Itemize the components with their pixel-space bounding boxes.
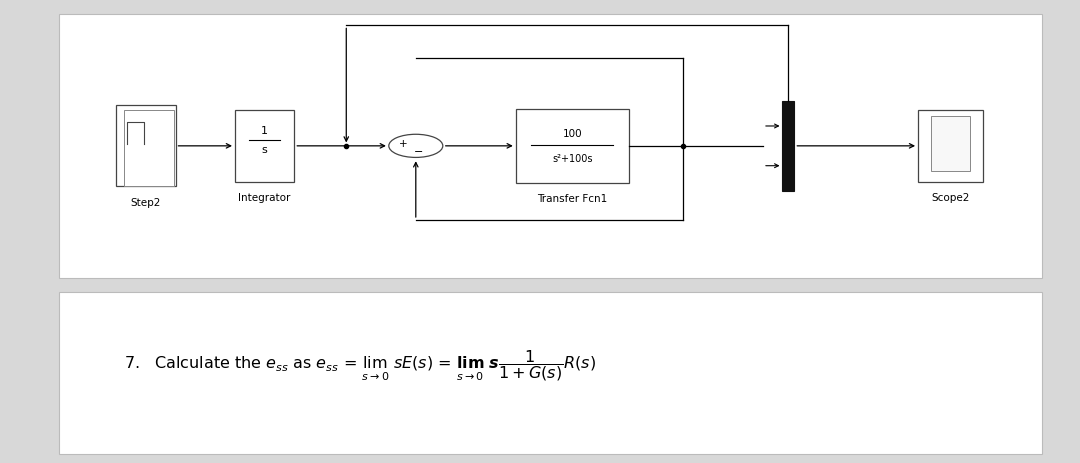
Bar <box>931 116 970 171</box>
Bar <box>782 101 795 191</box>
Circle shape <box>389 134 443 157</box>
Text: 7.   Calculate the $e_{ss}$ as $e_{ss}$ = $\underset{s\to 0}{\lim}$ $sE(s)$ = $\: 7. Calculate the $e_{ss}$ as $e_{ss}$ = … <box>124 348 596 383</box>
Text: 1: 1 <box>261 125 268 136</box>
Text: −: − <box>414 147 423 157</box>
Text: Step2: Step2 <box>131 198 161 208</box>
Text: s²+100s: s²+100s <box>552 154 593 164</box>
Text: +: + <box>400 138 408 149</box>
Bar <box>124 110 175 186</box>
Text: 100: 100 <box>563 129 582 139</box>
Bar <box>918 110 983 181</box>
Bar <box>235 110 294 181</box>
Text: Integrator: Integrator <box>239 194 291 203</box>
Text: s: s <box>261 145 268 155</box>
Bar <box>117 105 175 186</box>
Text: Scope2: Scope2 <box>931 194 970 203</box>
Text: Transfer Fcn1: Transfer Fcn1 <box>537 194 608 205</box>
FancyBboxPatch shape <box>59 292 1042 454</box>
Bar <box>516 109 629 183</box>
FancyBboxPatch shape <box>59 14 1042 278</box>
